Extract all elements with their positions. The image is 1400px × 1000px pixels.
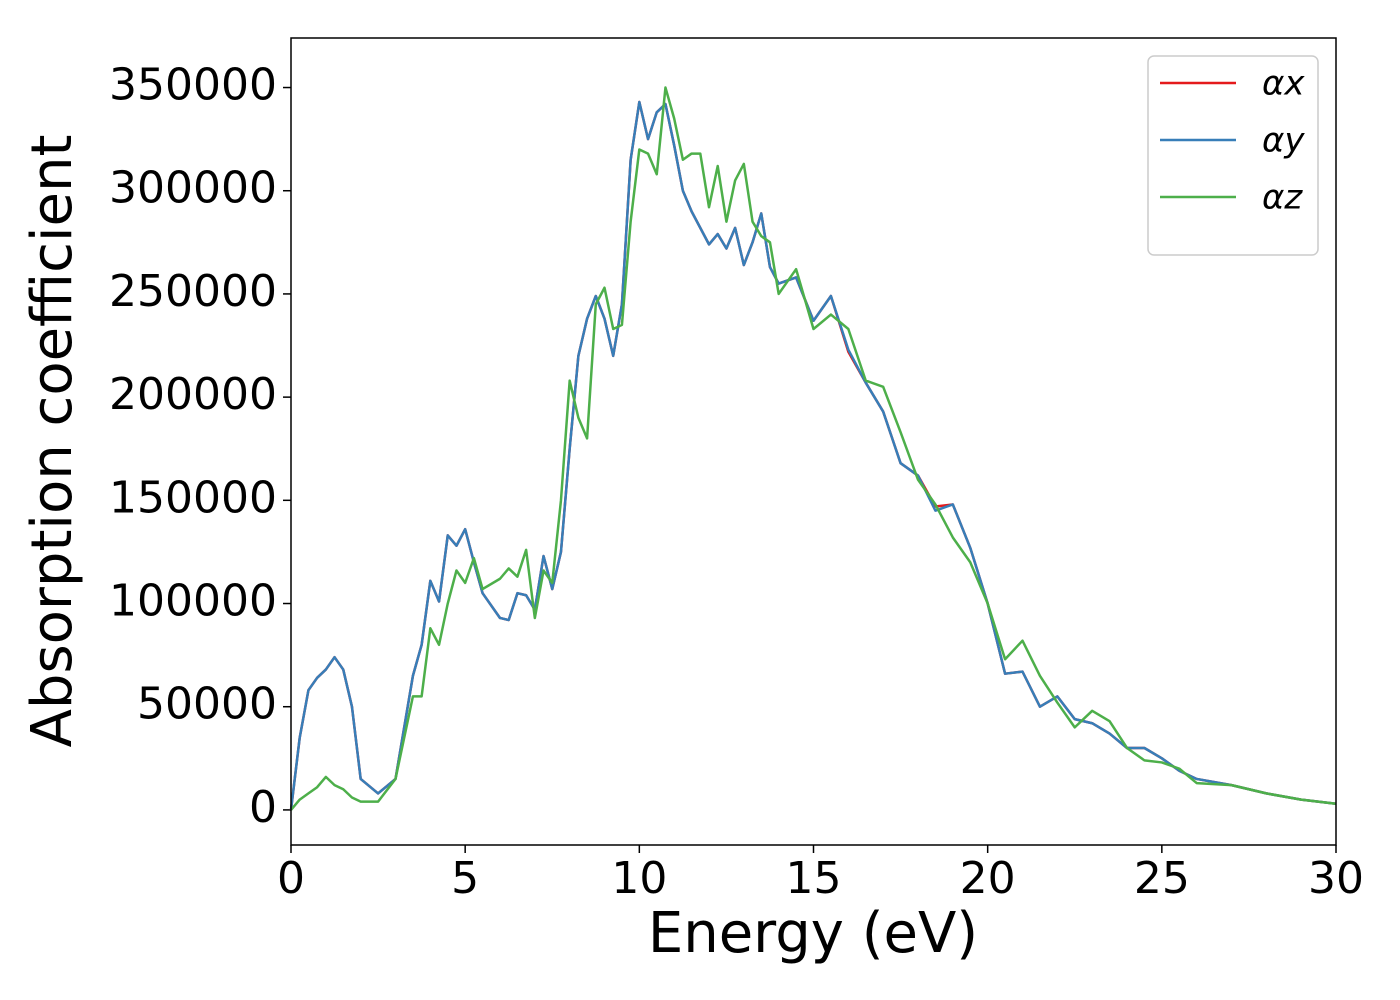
y-tick-label: 150000 [109, 472, 277, 523]
series-line [290, 86, 1337, 811]
legend-label: αx [1262, 64, 1305, 104]
y-tick-label: 250000 [109, 266, 277, 317]
legend-label: αz [1262, 178, 1303, 218]
y-axis-label: Absorption coefficient [20, 135, 85, 748]
x-tick-label: 20 [960, 853, 1016, 904]
x-tick-label: 15 [786, 853, 842, 904]
series-line [289, 100, 1337, 811]
x-tick-label: 25 [1134, 853, 1190, 904]
y-tick-label: 200000 [109, 369, 277, 420]
y-tick-label: 0 [249, 782, 277, 833]
x-tick-label: 0 [277, 853, 305, 904]
x-axis-label: Energy (eV) [648, 901, 978, 966]
y-tick-label: 100000 [109, 576, 277, 627]
x-tick-label: 10 [611, 853, 667, 904]
plot-frame [290, 37, 1337, 846]
y-tick-label: 300000 [109, 163, 277, 214]
x-tick-label: 30 [1308, 853, 1364, 904]
legend-box [1147, 55, 1319, 256]
x-tick-label: 5 [451, 853, 479, 904]
y-tick-label: 350000 [109, 60, 277, 111]
y-tick-label: 50000 [137, 679, 277, 730]
legend-label: αy [1262, 121, 1305, 161]
